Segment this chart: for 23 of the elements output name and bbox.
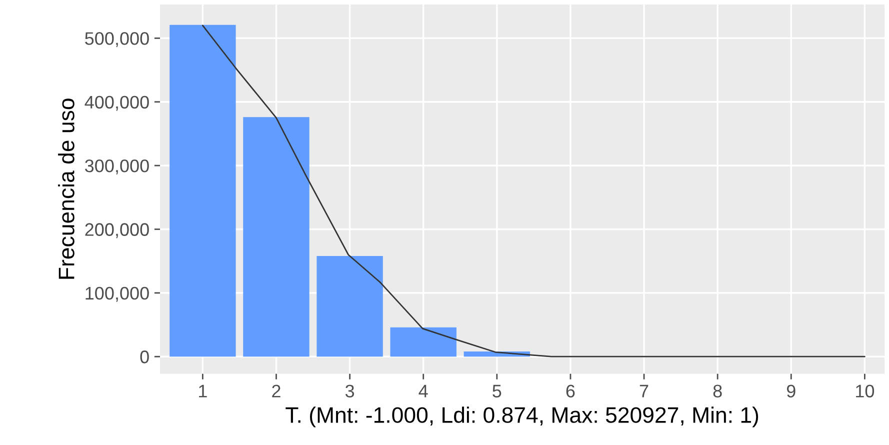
x-tick-label: 2 [272, 384, 280, 398]
y-tick-label: 500,000 [85, 32, 149, 48]
x-tick-label: 4 [418, 384, 428, 398]
y-tick-label: 100,000 [86, 286, 149, 302]
x-axis-title: T. (Mnt: -1.000, Ldi: 0.874, Max: 520927, Min: 1) [286, 406, 758, 428]
y-tick-label: 400,000 [84, 96, 149, 111]
line-series [202, 24, 866, 358]
x-tick-label: 3 [345, 384, 354, 398]
y-tick-label: 0 [140, 350, 149, 364]
bar [170, 24, 236, 357]
x-tick-label: 1 [199, 384, 207, 398]
y-axis-title: Frecuencia de uso [58, 98, 74, 279]
x-tick-label: 7 [640, 384, 648, 398]
y-tick-label: 200,000 [85, 223, 149, 238]
x-tick-label: 5 [492, 384, 502, 398]
bar [243, 117, 310, 357]
x-tick-label: 10 [856, 384, 874, 398]
x-tick-label: 8 [713, 384, 722, 398]
bar [316, 256, 383, 357]
y-tick-label: 300,000 [85, 159, 149, 174]
x-tick-label: 6 [566, 384, 575, 398]
x-tick-label: 9 [786, 384, 796, 398]
bar [390, 327, 456, 357]
